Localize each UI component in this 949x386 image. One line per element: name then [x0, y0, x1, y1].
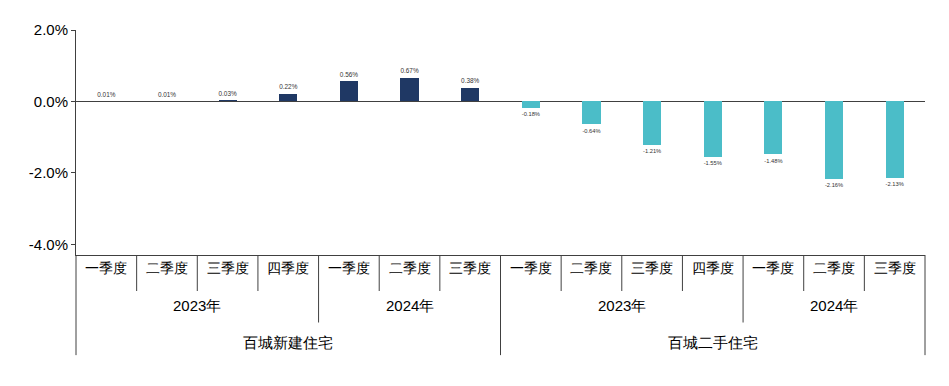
- svg-text:-4.0%: -4.0%: [29, 236, 68, 253]
- svg-text:三季度: 三季度: [449, 260, 491, 276]
- svg-text:四季度: 四季度: [692, 260, 734, 276]
- svg-text:-1.21%: -1.21%: [643, 148, 661, 154]
- svg-text:0.22%: 0.22%: [279, 83, 297, 90]
- svg-text:-2.16%: -2.16%: [825, 182, 843, 188]
- svg-text:三季度: 三季度: [874, 260, 916, 276]
- svg-text:二季度: 二季度: [146, 260, 188, 276]
- svg-text:2024年: 2024年: [386, 297, 434, 314]
- svg-text:0.01%: 0.01%: [97, 91, 115, 98]
- svg-text:一季度: 一季度: [85, 260, 127, 276]
- svg-text:三季度: 三季度: [631, 260, 673, 276]
- svg-text:一季度: 一季度: [510, 260, 552, 276]
- svg-text:一季度: 一季度: [752, 260, 794, 276]
- svg-text:2024年: 2024年: [810, 297, 858, 314]
- svg-text:2023年: 2023年: [173, 297, 221, 314]
- svg-text:0.38%: 0.38%: [461, 77, 479, 84]
- svg-text:百城二手住宅: 百城二手住宅: [668, 334, 758, 351]
- svg-text:-1.55%: -1.55%: [704, 160, 722, 166]
- svg-text:0.67%: 0.67%: [400, 67, 418, 74]
- svg-text:0.0%: 0.0%: [34, 93, 68, 110]
- svg-text:二季度: 二季度: [389, 260, 431, 276]
- svg-text:四季度: 四季度: [267, 260, 309, 276]
- svg-text:-2.0%: -2.0%: [29, 164, 68, 181]
- svg-text:0.01%: 0.01%: [158, 91, 176, 98]
- svg-text:0.56%: 0.56%: [340, 71, 358, 78]
- svg-text:三季度: 三季度: [207, 260, 249, 276]
- svg-text:一季度: 一季度: [328, 260, 370, 276]
- svg-text:-0.64%: -0.64%: [582, 128, 600, 134]
- svg-text:二季度: 二季度: [570, 260, 612, 276]
- svg-text:2.0%: 2.0%: [34, 21, 68, 38]
- svg-text:2023年: 2023年: [598, 297, 646, 314]
- svg-text:-0.18%: -0.18%: [522, 111, 540, 117]
- svg-text:0.03%: 0.03%: [219, 90, 237, 97]
- svg-text:-2.13%: -2.13%: [886, 181, 904, 187]
- svg-text:-1.48%: -1.48%: [764, 158, 782, 164]
- svg-text:百城新建住宅: 百城新建住宅: [243, 334, 333, 351]
- svg-text:二季度: 二季度: [813, 260, 855, 276]
